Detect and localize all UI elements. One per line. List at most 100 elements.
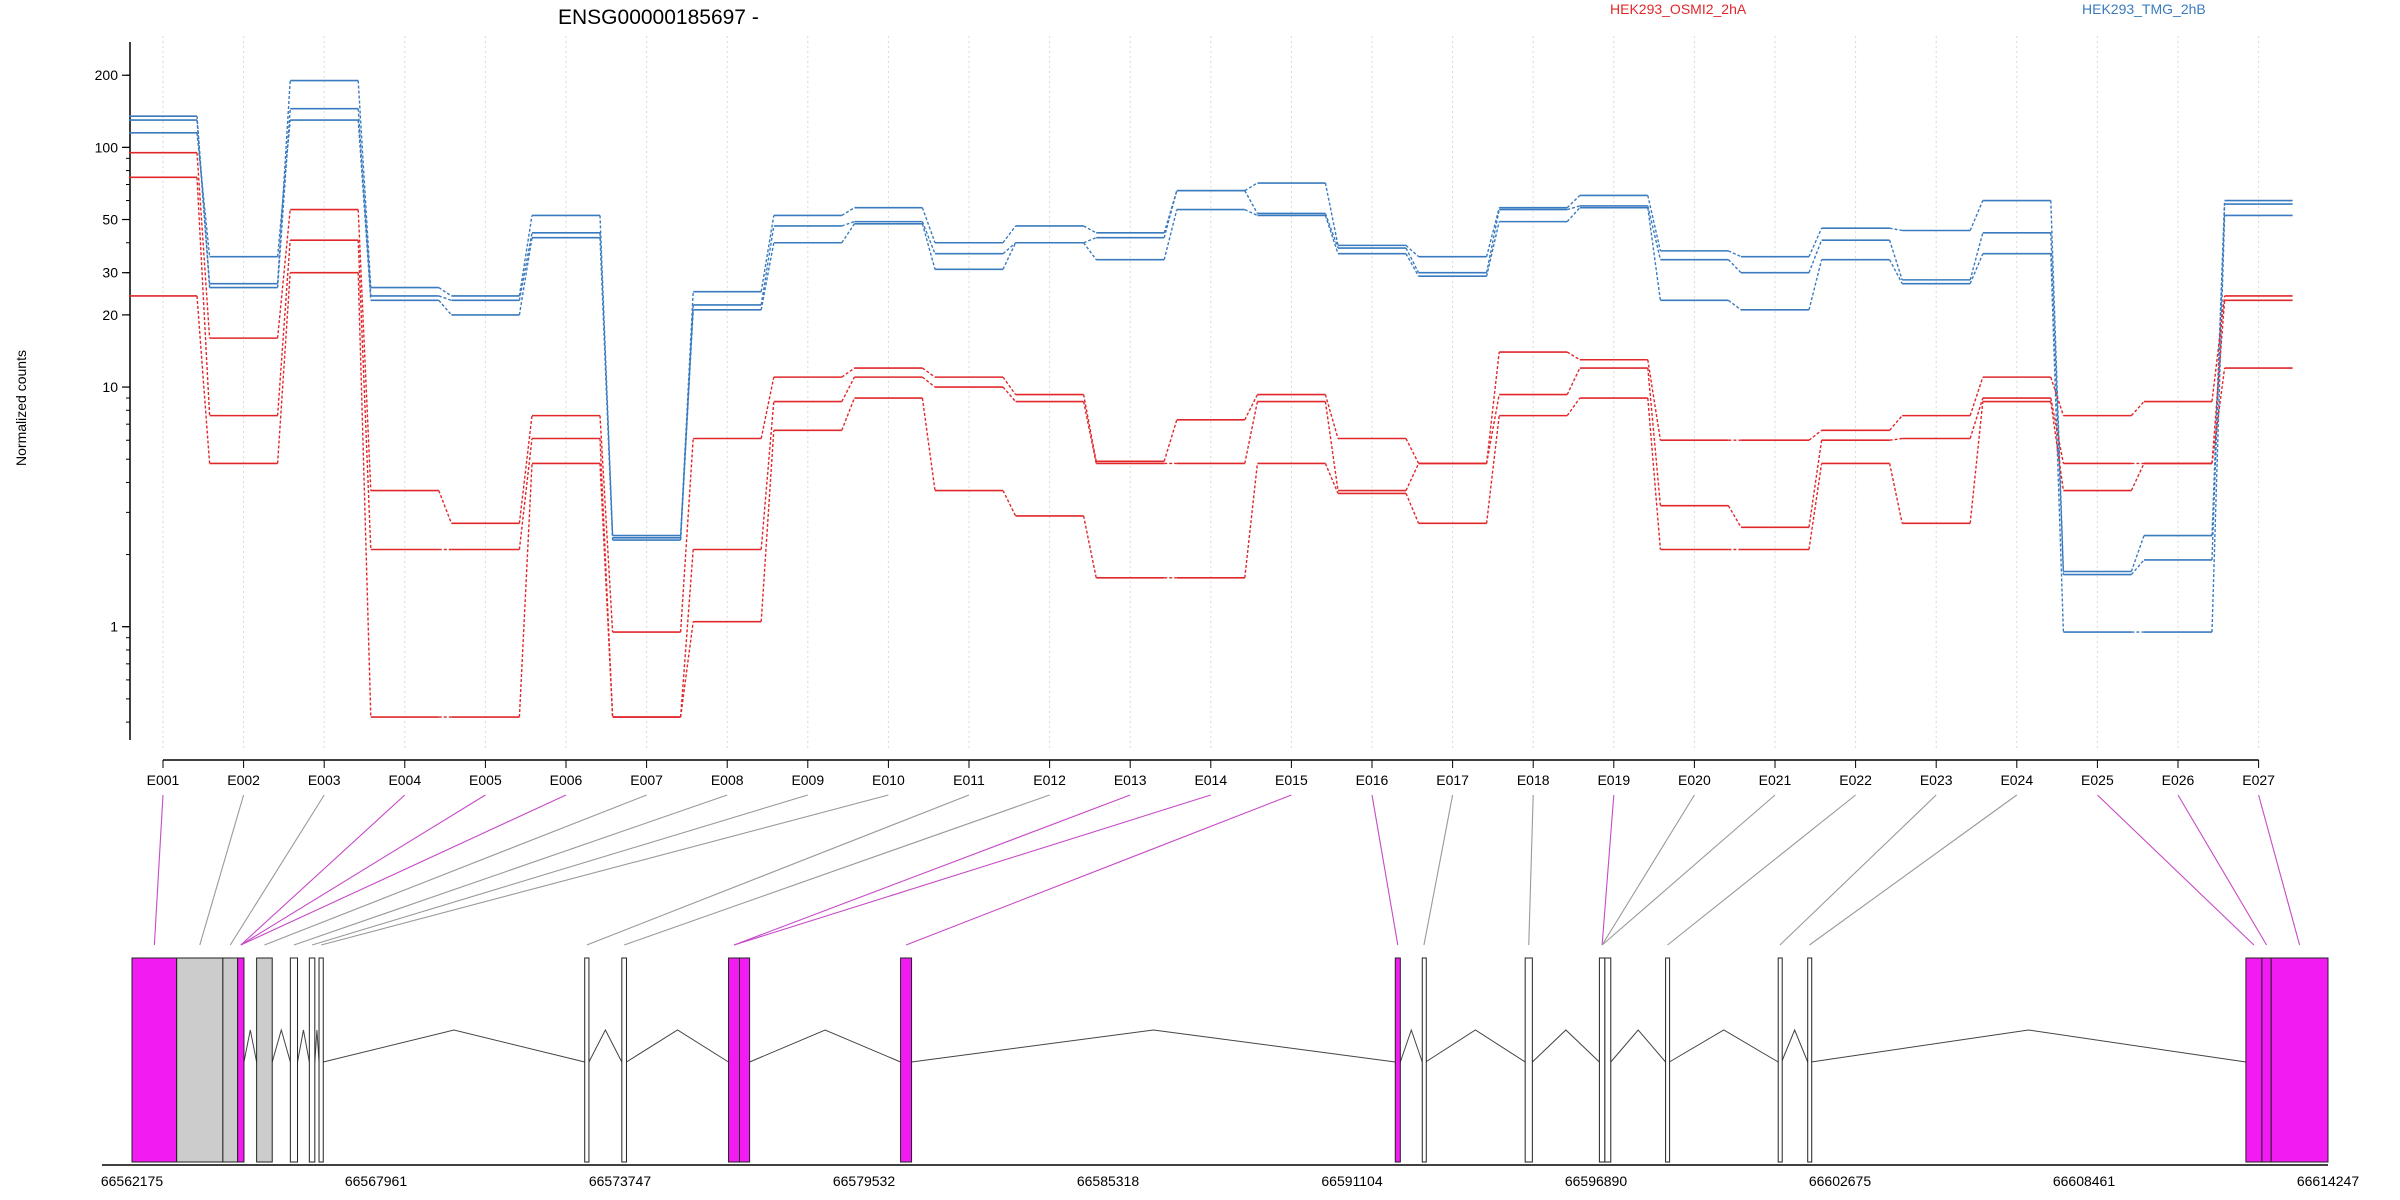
exon-block (2245, 957, 2263, 1163)
series-connector (921, 376, 936, 388)
series-connector (1485, 351, 1500, 464)
exon-connector (264, 794, 647, 946)
series-connector (921, 397, 936, 491)
series-connector (2050, 376, 2065, 416)
exon-block (1394, 957, 1401, 1163)
genomic-axis-label: 66579532 (833, 1173, 896, 1189)
intron-line (1811, 1029, 2246, 1063)
exon-connector (153, 794, 164, 946)
series-connector (841, 220, 855, 227)
x-tick-label: E001 (147, 772, 180, 788)
series-connector (2211, 300, 2226, 464)
series-connector (1566, 207, 1581, 223)
intron-line (911, 1029, 1396, 1063)
exon-connector (240, 794, 567, 946)
series-connector (1808, 227, 1823, 257)
series-connector (438, 299, 452, 316)
x-tick-label: E018 (1517, 772, 1550, 788)
x-tick-label: E002 (227, 772, 260, 788)
series-connector (1889, 227, 1903, 232)
series-connector (1485, 394, 1500, 464)
series-connector (1324, 463, 1339, 494)
x-tick-label: E017 (1436, 772, 1469, 788)
genomic-axis-label: 66596890 (1565, 1173, 1628, 1189)
series-connector (841, 223, 855, 244)
intron-line (271, 1028, 291, 1063)
series-HEK293_OSMI2_2hA (129, 271, 2293, 718)
series-connector (1728, 250, 1742, 258)
exon-block (289, 957, 299, 1163)
series-connector (357, 272, 372, 718)
series-connector (1163, 190, 1178, 238)
series-connector (679, 621, 694, 718)
series-connector (518, 237, 533, 316)
genomic-axis-label: 66562175 (101, 1173, 164, 1189)
series-connector (1244, 182, 1258, 192)
series-connector (760, 430, 775, 622)
y-tick-label: 20 (102, 307, 118, 323)
series-connector (2211, 295, 2226, 402)
series-connector (1888, 239, 1903, 281)
exon-block (318, 957, 324, 1163)
x-tick-label: E015 (1275, 772, 1308, 788)
genomic-axis-label: 66585318 (1077, 1173, 1140, 1189)
exon-connector (1601, 794, 1695, 946)
series-connector (276, 80, 291, 284)
series-connector (1244, 463, 1259, 578)
series-connector (1808, 239, 1823, 273)
series-connector (599, 463, 614, 718)
series-connector (1889, 415, 1903, 431)
intron-line (1399, 1028, 1423, 1063)
exon-block (131, 957, 178, 1163)
series-connector (357, 120, 372, 301)
series-connector (841, 367, 855, 378)
series-connector (1324, 213, 1339, 249)
x-tick-label: E005 (469, 772, 502, 788)
series-connector (679, 438, 694, 633)
series-connector (841, 376, 856, 402)
series-connector (1244, 190, 1259, 214)
genomic-axis-label: 66602675 (1809, 1173, 1872, 1189)
x-tick-label: E013 (1114, 772, 1147, 788)
genomic-axis-label: 66567961 (345, 1173, 408, 1189)
exon-connector (1371, 794, 1399, 946)
exon-connector (1809, 794, 2018, 946)
series-connector (1566, 351, 1581, 361)
x-tick-label: E008 (711, 772, 744, 788)
x-tick-label: E010 (872, 772, 905, 788)
series-connector (1808, 463, 1823, 550)
exon-connector (905, 794, 1292, 946)
series-connector (760, 376, 775, 439)
exon-block (222, 957, 239, 1163)
series-connector (1083, 242, 1097, 261)
series-connector (2050, 397, 2065, 464)
exon-block (256, 957, 273, 1163)
series-connector (1888, 259, 1903, 284)
series-connector (2211, 204, 2226, 560)
exon-connector (1423, 794, 1454, 946)
series-connector (276, 272, 291, 464)
exon-block (621, 957, 627, 1163)
exon-connector (2097, 794, 2255, 946)
intron-line (626, 1029, 729, 1063)
intron-line (1610, 1029, 1666, 1063)
series-connector (1244, 401, 1259, 464)
y-axis-label: Normalized counts (13, 350, 29, 466)
series-connector (196, 132, 211, 257)
exon-connector (733, 794, 1131, 946)
series-connector (1163, 209, 1178, 260)
x-tick-label: E025 (2081, 772, 2114, 788)
series-connector (1969, 232, 1984, 281)
series-connector (1647, 397, 1662, 550)
exon-block (308, 957, 316, 1163)
exon-connector (229, 794, 325, 946)
series-connector (1324, 182, 1339, 246)
series-connector (1324, 215, 1339, 254)
series-connector (1082, 515, 1097, 578)
series-connector (2130, 535, 2145, 572)
x-tick-label: E006 (550, 772, 583, 788)
series-connector (679, 304, 694, 538)
y-tick-label: 50 (102, 212, 118, 228)
series-connector (357, 240, 372, 550)
series-connector (1485, 221, 1500, 277)
